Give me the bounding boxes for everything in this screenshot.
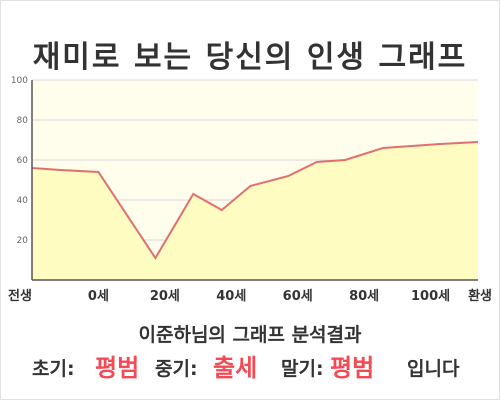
x-tick-labels: 전생 0세 20세 40세 60세 80세 100세 환생 xyxy=(8,288,492,304)
x-tick-label-4: 60세 xyxy=(283,289,313,304)
y-tick-label-80: 80 xyxy=(17,116,29,126)
life-line xyxy=(31,141,479,260)
middle-value: 출세 xyxy=(213,354,258,382)
y-tick-label-100: 100 xyxy=(11,76,28,86)
late-value: 평범 xyxy=(330,354,375,382)
analysis-subtitle: 이준하님의 그래프 분석결과 xyxy=(138,324,362,346)
life-area-fill xyxy=(32,142,478,280)
x-tick-label-5: 80세 xyxy=(349,289,379,304)
early-value: 평범 xyxy=(95,354,140,382)
x-tick-label-6: 100세 xyxy=(411,289,450,304)
middle-label: 중기: xyxy=(155,358,198,380)
analysis-result: 초기: 평범 중기: 출세 말기: 평범 입니다 xyxy=(0,345,500,385)
x-tick-label-2: 20세 xyxy=(150,289,180,304)
y-tick-labels: 20 40 60 80 100 xyxy=(11,76,28,246)
x-tick-label-1: 0세 xyxy=(88,289,109,304)
y-tick-label-40: 40 xyxy=(17,196,29,206)
axes xyxy=(31,80,478,281)
y-tick-label-20: 20 xyxy=(17,236,29,246)
result-suffix: 입니다 xyxy=(407,358,460,380)
early-label: 초기: xyxy=(32,358,75,380)
y-tick-label-60: 60 xyxy=(17,156,29,166)
page-title: 재미로 보는 당신의 인생 그래프 xyxy=(32,40,468,75)
x-tick-label-0: 전생 xyxy=(8,288,32,304)
x-tick-label-3: 40세 xyxy=(216,289,246,304)
late-label: 말기: xyxy=(281,358,324,380)
x-tick-label-7: 환생 xyxy=(468,288,492,304)
